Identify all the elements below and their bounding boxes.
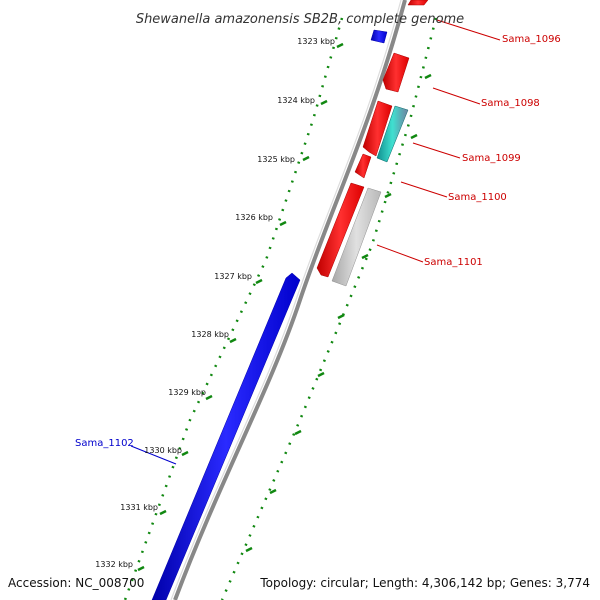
gene-sama-1098[interactable] [382,52,410,93]
scale-label-1332: 1332 kbp [95,560,133,569]
genome-summary-text: Topology: circular; Length: 4,306,142 bp… [259,576,590,590]
gene-sama-1096[interactable] [407,0,429,6]
scale-label-1330: 1330 kbp [144,446,182,455]
gene-label-sama-1098[interactable]: Sama_1098 [481,98,540,109]
accession-text: Accession: NC_008700 [8,576,144,590]
scale-label-1324: 1324 kbp [277,96,315,105]
gene-sama-1101-red-segment[interactable] [316,182,365,278]
gene-label-sama-1096[interactable]: Sama_1096 [502,34,561,45]
page-title: Shewanella amazonensis SB2B, complete ge… [136,12,464,27]
tick-track-inner [220,17,438,600]
scale-label-1331: 1331 kbp [120,503,158,512]
gene-sama-1096-blue-feature[interactable] [370,29,388,44]
gene-label-sama-1099[interactable]: Sama_1099 [462,153,521,164]
scale-label-1329: 1329 kbp [168,388,206,397]
gene-sama-1100[interactable] [354,153,372,179]
gene-labels: Sama_1096 Sama_1098 Sama_1099 Sama_1100 … [75,34,561,449]
scale-labels: 1323 kbp 1324 kbp 1325 kbp 1326 kbp 1327… [95,37,335,569]
gene-label-sama-1101[interactable]: Sama_1101 [424,257,483,268]
genome-backbone [173,0,407,600]
gene-sama-1099[interactable] [362,100,393,157]
gene-sama-1101[interactable] [331,187,382,287]
scale-label-1323: 1323 kbp [297,37,335,46]
gene-label-sama-1102[interactable]: Sama_1102 [75,438,134,449]
label-leaders [130,19,501,465]
scale-label-1326: 1326 kbp [235,213,273,222]
gene-label-sama-1100[interactable]: Sama_1100 [448,192,507,203]
scale-label-1327: 1327 kbp [214,272,252,281]
genome-backbone-highlight [170,0,402,600]
gene-sama-1099-rna-feature[interactable] [376,105,409,163]
tick-track-outer [123,17,344,600]
scale-label-1325: 1325 kbp [257,155,295,164]
major-ticks [137,42,432,572]
gene-sama-1102[interactable] [151,272,301,600]
scale-label-1328: 1328 kbp [191,330,229,339]
